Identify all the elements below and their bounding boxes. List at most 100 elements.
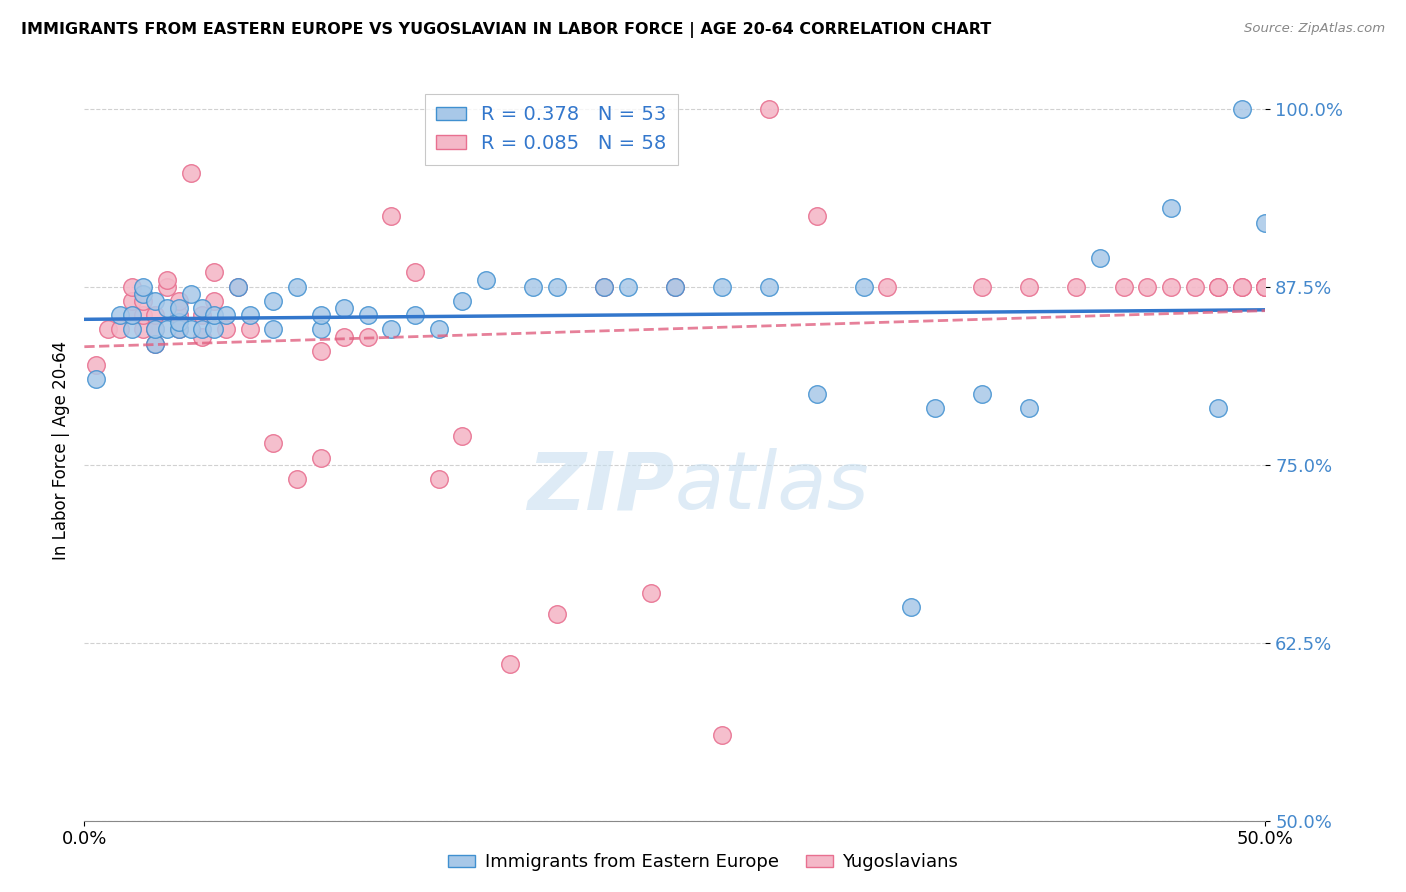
Point — [357, 308, 380, 322]
Point — [132, 308, 155, 322]
Point — [226, 279, 249, 293]
Point — [404, 308, 426, 322]
Point — [239, 322, 262, 336]
Point — [108, 322, 131, 336]
Point — [924, 401, 946, 415]
Point — [121, 279, 143, 293]
Point — [167, 301, 190, 315]
Text: Source: ZipAtlas.com: Source: ZipAtlas.com — [1244, 22, 1385, 36]
Point — [593, 279, 616, 293]
Point — [156, 322, 179, 336]
Point — [156, 301, 179, 315]
Point — [132, 322, 155, 336]
Point — [143, 308, 166, 322]
Point — [546, 607, 568, 622]
Point — [121, 308, 143, 322]
Point — [84, 358, 107, 372]
Point — [1254, 279, 1277, 293]
Point — [1230, 279, 1253, 293]
Point — [143, 322, 166, 336]
Point — [711, 728, 734, 742]
Point — [262, 436, 284, 450]
Point — [664, 279, 686, 293]
Y-axis label: In Labor Force | Age 20-64: In Labor Force | Age 20-64 — [52, 341, 70, 560]
Point — [285, 279, 308, 293]
Point — [167, 293, 190, 308]
Point — [167, 315, 190, 329]
Point — [333, 301, 356, 315]
Point — [711, 279, 734, 293]
Point — [143, 336, 166, 351]
Point — [202, 265, 225, 279]
Point — [806, 386, 828, 401]
Point — [1254, 279, 1277, 293]
Point — [758, 102, 780, 116]
Point — [97, 322, 120, 336]
Point — [498, 657, 520, 671]
Point — [546, 279, 568, 293]
Point — [239, 308, 262, 322]
Point — [1206, 401, 1229, 415]
Point — [191, 301, 214, 315]
Point — [357, 329, 380, 343]
Point — [427, 322, 450, 336]
Point — [1254, 216, 1277, 230]
Point — [262, 322, 284, 336]
Point — [226, 279, 249, 293]
Point — [475, 272, 498, 286]
Point — [664, 279, 686, 293]
Point — [309, 322, 332, 336]
Point — [132, 293, 155, 308]
Point — [1018, 279, 1040, 293]
Point — [593, 279, 616, 293]
Point — [1160, 279, 1182, 293]
Point — [121, 293, 143, 308]
Point — [191, 322, 214, 336]
Text: atlas: atlas — [675, 449, 870, 526]
Point — [132, 286, 155, 301]
Point — [451, 429, 474, 443]
Point — [970, 386, 993, 401]
Point — [522, 279, 544, 293]
Point — [108, 308, 131, 322]
Point — [180, 166, 202, 180]
Point — [167, 322, 190, 336]
Point — [309, 308, 332, 322]
Point — [404, 265, 426, 279]
Point — [121, 322, 143, 336]
Point — [191, 329, 214, 343]
Point — [143, 336, 166, 351]
Point — [143, 322, 166, 336]
Legend: Immigrants from Eastern Europe, Yugoslavians: Immigrants from Eastern Europe, Yugoslav… — [441, 847, 965, 879]
Point — [451, 293, 474, 308]
Point — [191, 308, 214, 322]
Point — [202, 308, 225, 322]
Point — [167, 308, 190, 322]
Point — [285, 472, 308, 486]
Text: IMMIGRANTS FROM EASTERN EUROPE VS YUGOSLAVIAN IN LABOR FORCE | AGE 20-64 CORRELA: IMMIGRANTS FROM EASTERN EUROPE VS YUGOSL… — [21, 22, 991, 38]
Point — [380, 209, 402, 223]
Point — [333, 329, 356, 343]
Point — [1206, 279, 1229, 293]
Point — [84, 372, 107, 386]
Point — [900, 600, 922, 615]
Point — [309, 450, 332, 465]
Point — [1254, 279, 1277, 293]
Point — [1066, 279, 1088, 293]
Point — [309, 343, 332, 358]
Point — [156, 279, 179, 293]
Point — [970, 279, 993, 293]
Point — [1136, 279, 1159, 293]
Point — [121, 308, 143, 322]
Point — [1112, 279, 1135, 293]
Point — [215, 322, 238, 336]
Point — [180, 322, 202, 336]
Point — [427, 472, 450, 486]
Point — [852, 279, 875, 293]
Point — [202, 293, 225, 308]
Point — [132, 279, 155, 293]
Legend: R = 0.378   N = 53, R = 0.085   N = 58: R = 0.378 N = 53, R = 0.085 N = 58 — [425, 94, 678, 165]
Point — [1184, 279, 1206, 293]
Point — [262, 293, 284, 308]
Point — [806, 209, 828, 223]
